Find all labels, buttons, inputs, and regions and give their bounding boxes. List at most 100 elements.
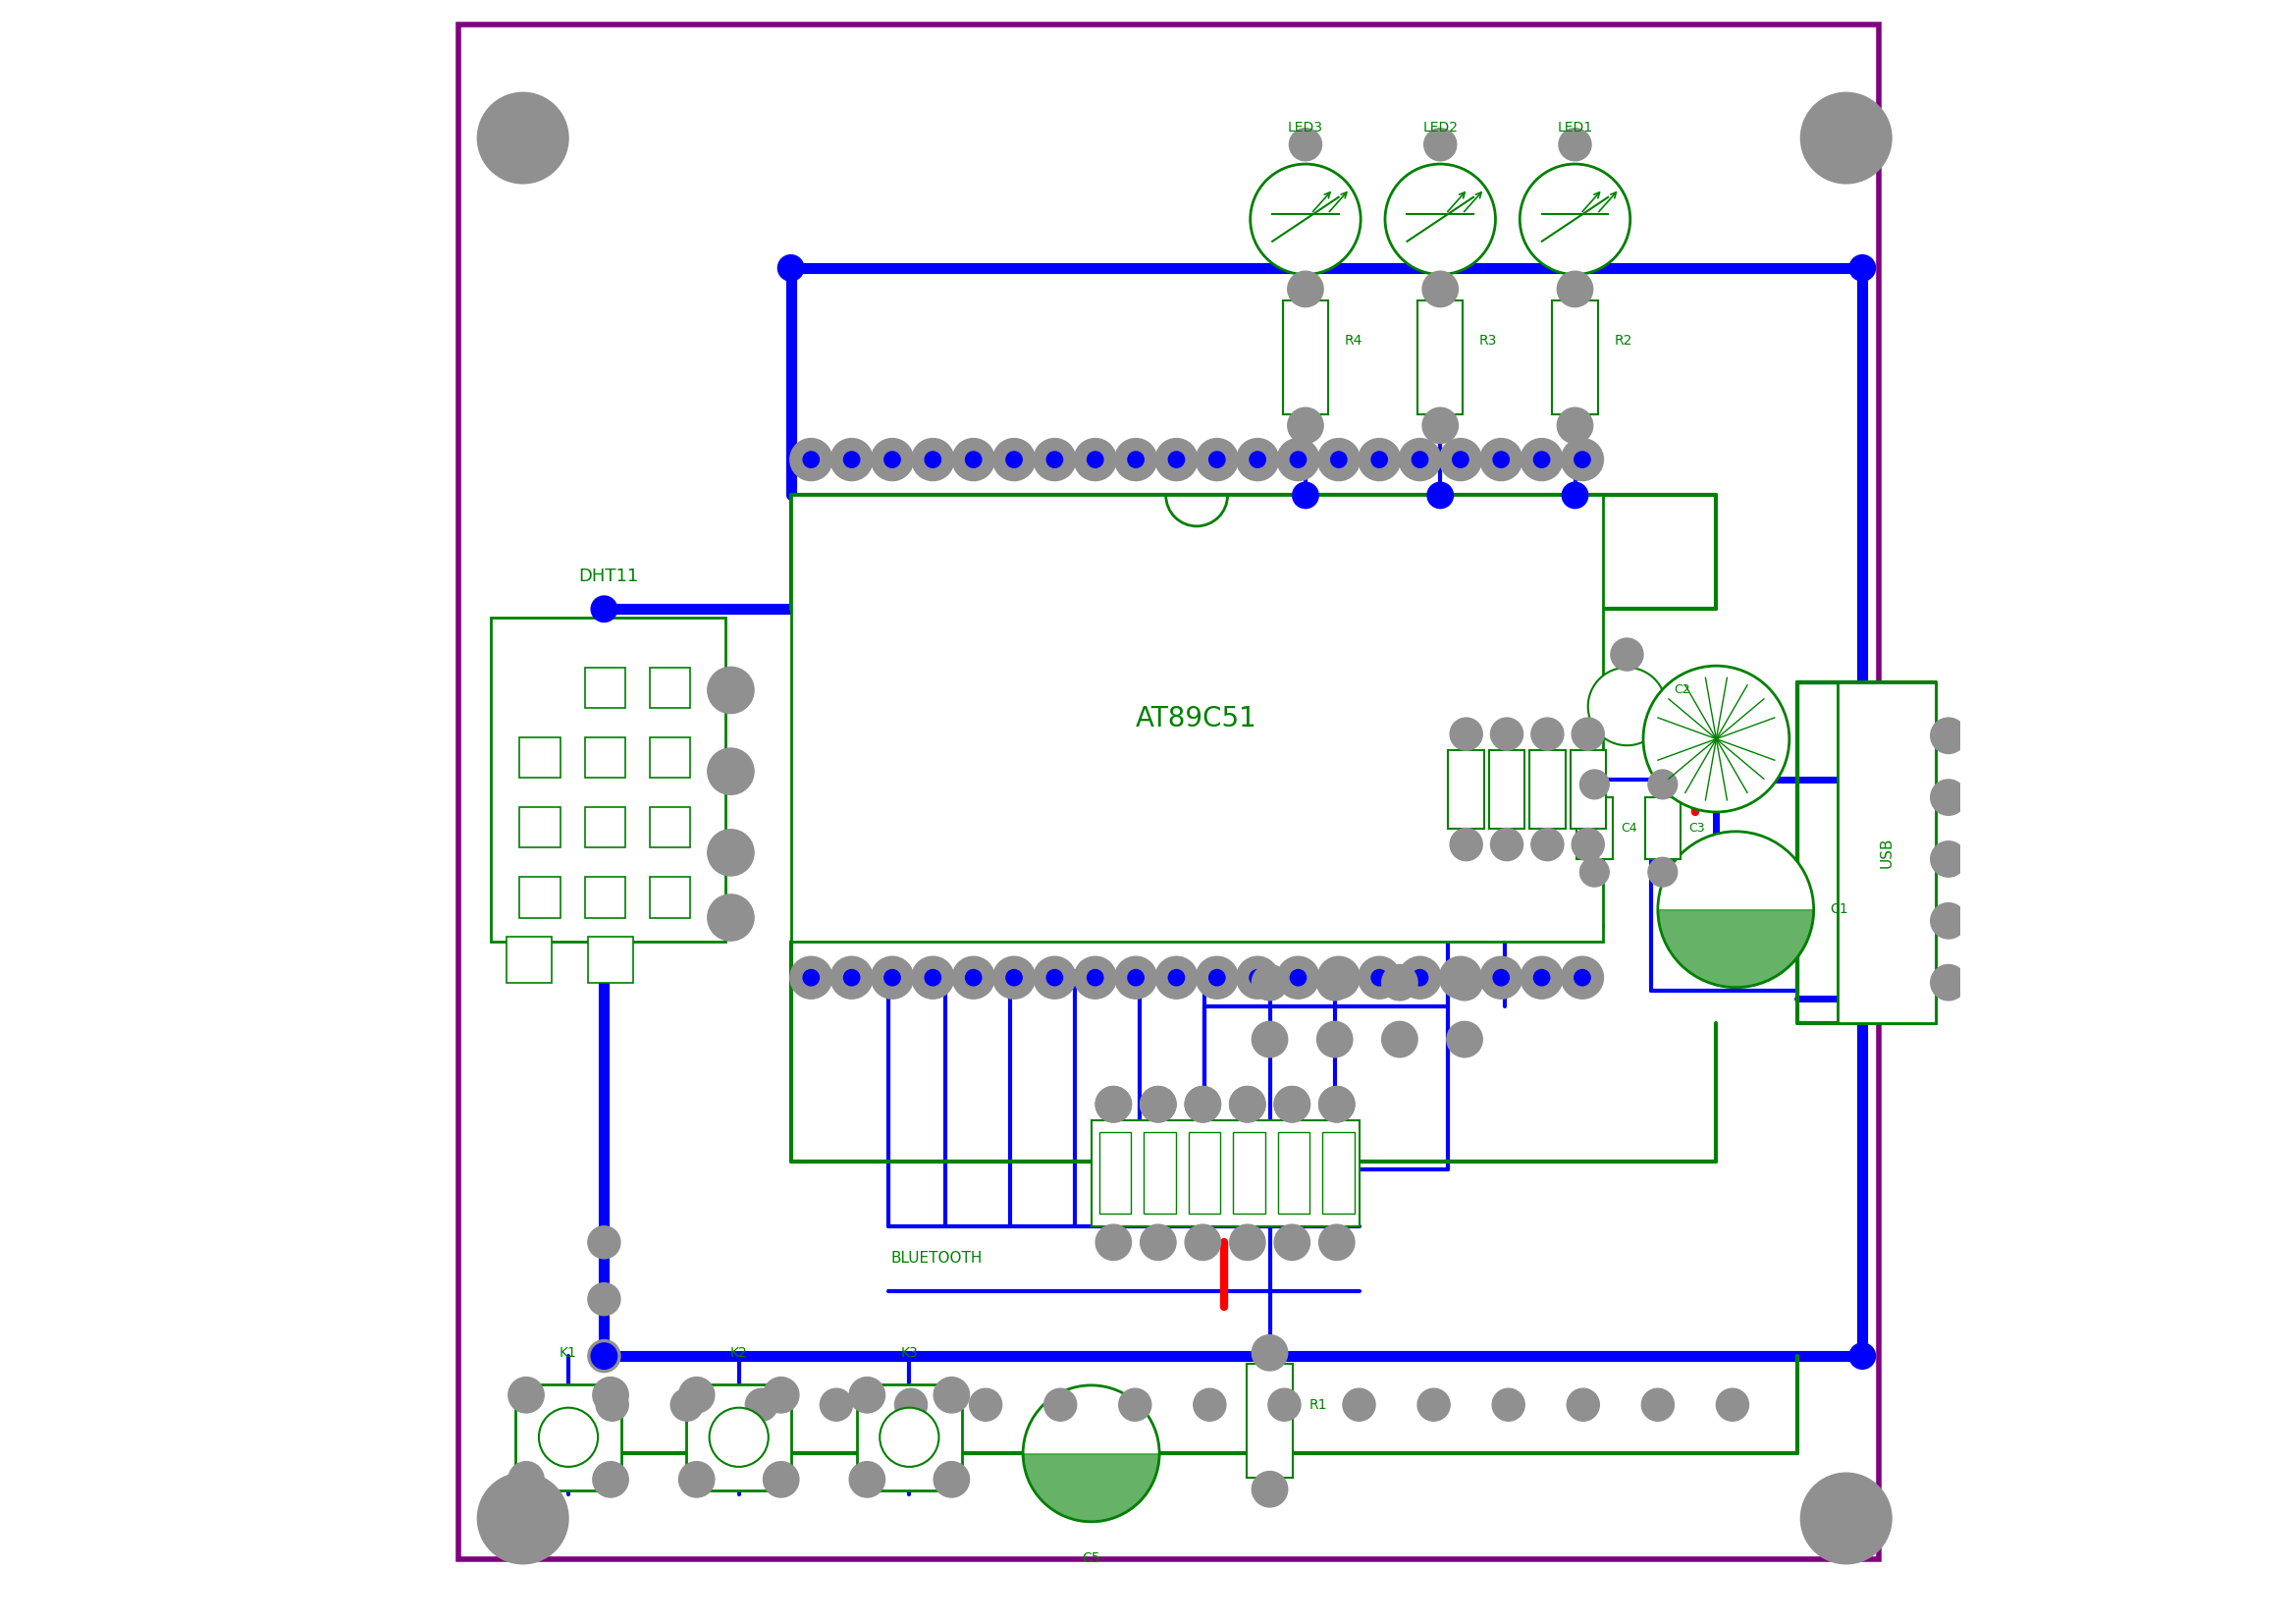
- Circle shape: [1033, 957, 1077, 999]
- Circle shape: [1293, 482, 1318, 508]
- Circle shape: [1231, 1224, 1265, 1260]
- Circle shape: [1141, 1086, 1176, 1122]
- Circle shape: [870, 438, 914, 481]
- Circle shape: [1359, 957, 1401, 999]
- Circle shape: [1848, 255, 1876, 281]
- Bar: [650, 667, 691, 708]
- Circle shape: [597, 1389, 629, 1421]
- Circle shape: [1481, 438, 1522, 481]
- Circle shape: [1382, 1021, 1417, 1057]
- Circle shape: [1424, 408, 1458, 443]
- Text: R1: R1: [1309, 1398, 1327, 1411]
- Circle shape: [1185, 1086, 1221, 1122]
- Circle shape: [1417, 1389, 1451, 1421]
- Bar: [650, 807, 691, 848]
- Text: C3: C3: [1688, 822, 1706, 835]
- Circle shape: [588, 1283, 620, 1315]
- Circle shape: [804, 970, 820, 986]
- Text: BLUETOOTH: BLUETOOTH: [891, 1250, 983, 1267]
- Circle shape: [1800, 93, 1892, 184]
- Circle shape: [1453, 970, 1469, 986]
- Bar: [1233, 1132, 1265, 1213]
- Text: C2: C2: [1674, 684, 1690, 697]
- Text: K2: K2: [730, 1346, 748, 1361]
- Circle shape: [912, 957, 953, 999]
- Circle shape: [1848, 1343, 1876, 1369]
- Circle shape: [1424, 271, 1458, 307]
- Circle shape: [992, 957, 1035, 999]
- Circle shape: [1075, 957, 1116, 999]
- Circle shape: [1531, 828, 1564, 861]
- Circle shape: [1580, 857, 1609, 887]
- Bar: [1322, 1132, 1355, 1213]
- Bar: [687, 1384, 792, 1491]
- Bar: [588, 937, 634, 983]
- Circle shape: [1251, 1021, 1288, 1057]
- Circle shape: [540, 1408, 597, 1466]
- Circle shape: [1251, 164, 1362, 274]
- Circle shape: [762, 1377, 799, 1413]
- Bar: [856, 1384, 962, 1491]
- Text: C5: C5: [1081, 1551, 1100, 1564]
- Circle shape: [1277, 438, 1320, 481]
- Circle shape: [1024, 1385, 1159, 1522]
- Circle shape: [843, 451, 859, 468]
- Circle shape: [1251, 1471, 1288, 1507]
- Bar: [519, 807, 560, 848]
- Circle shape: [1451, 718, 1483, 750]
- Bar: [1283, 300, 1327, 414]
- Circle shape: [507, 1462, 544, 1497]
- Bar: [1449, 750, 1483, 828]
- Circle shape: [1185, 1224, 1221, 1260]
- Bar: [1644, 797, 1681, 859]
- Circle shape: [964, 451, 980, 468]
- Circle shape: [1155, 957, 1199, 999]
- Circle shape: [1075, 438, 1116, 481]
- Circle shape: [884, 970, 900, 986]
- Circle shape: [1490, 828, 1522, 861]
- Circle shape: [1561, 438, 1603, 481]
- Circle shape: [1557, 271, 1593, 307]
- Circle shape: [1492, 451, 1508, 468]
- Circle shape: [707, 749, 753, 794]
- Circle shape: [1382, 965, 1417, 1000]
- Circle shape: [1559, 128, 1591, 161]
- Text: LED2: LED2: [1424, 122, 1458, 135]
- Bar: [1417, 300, 1463, 414]
- Circle shape: [925, 970, 941, 986]
- Circle shape: [478, 93, 569, 184]
- Circle shape: [1047, 970, 1063, 986]
- Circle shape: [1931, 965, 1965, 1000]
- Circle shape: [1428, 482, 1453, 508]
- Circle shape: [1318, 1086, 1355, 1122]
- Circle shape: [707, 667, 753, 713]
- Circle shape: [1318, 1086, 1355, 1122]
- Bar: [1488, 750, 1525, 828]
- Circle shape: [1185, 1086, 1221, 1122]
- Circle shape: [879, 1408, 939, 1466]
- Circle shape: [590, 1343, 618, 1369]
- Circle shape: [1649, 857, 1678, 887]
- Circle shape: [1931, 718, 1965, 754]
- Circle shape: [790, 957, 831, 999]
- Circle shape: [1249, 451, 1265, 468]
- Text: C4: C4: [1621, 822, 1637, 835]
- Bar: [491, 617, 726, 942]
- Text: K1: K1: [560, 1346, 576, 1361]
- Circle shape: [478, 1473, 569, 1564]
- Circle shape: [709, 1408, 769, 1466]
- Circle shape: [831, 438, 872, 481]
- Circle shape: [1318, 1021, 1352, 1057]
- Circle shape: [1412, 970, 1428, 986]
- Circle shape: [1238, 957, 1279, 999]
- Text: LED1: LED1: [1557, 122, 1593, 135]
- Bar: [650, 877, 691, 918]
- Text: R4: R4: [1345, 335, 1362, 348]
- Bar: [585, 877, 625, 918]
- Bar: [1570, 750, 1605, 828]
- Circle shape: [680, 1377, 714, 1413]
- Circle shape: [992, 438, 1035, 481]
- Circle shape: [820, 1389, 852, 1421]
- Circle shape: [1127, 451, 1143, 468]
- Circle shape: [1141, 1224, 1176, 1260]
